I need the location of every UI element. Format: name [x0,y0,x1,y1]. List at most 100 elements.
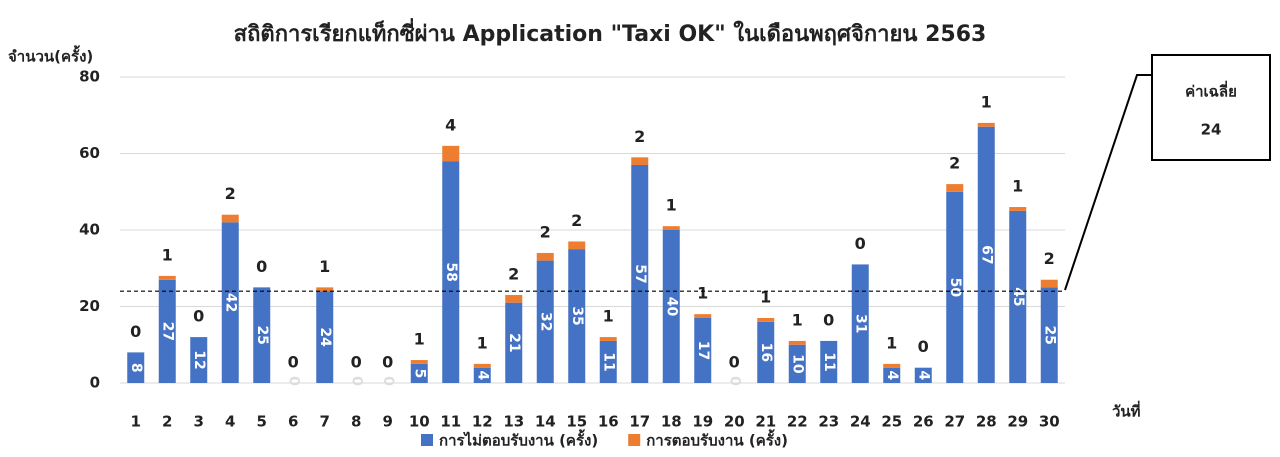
bar-segment [946,191,964,383]
x-tick-label: 4 [225,413,235,431]
bar-segment [631,157,649,165]
bar-value-label: 17 [695,341,711,360]
bar-value-label: 1 [886,333,897,352]
x-tick-label: 23 [818,413,839,431]
bar-value-label: 2 [540,222,551,241]
bar-value-label: 2 [949,154,960,173]
bar-segment [631,164,649,383]
bar-segment [788,344,806,383]
bar-segment [473,363,491,368]
x-tick-label: 10 [409,413,430,431]
bar-value-label: 0 [288,353,299,372]
chart-title: สถิติการเรียกแท็กซี่ผ่าน Application "Ta… [234,17,987,47]
bar-value-label: 2 [634,127,645,146]
bar-segment [977,122,995,127]
y-tick-label: 0 [90,374,100,392]
bar-segment [977,126,995,383]
bar-value-label: 0 [918,337,929,356]
legend-label: การไม่ตอบรับงาน (ครั้ง) [439,429,598,450]
bar-value-label: 0 [351,353,362,372]
x-tick-label: 13 [503,413,524,431]
bar-segment [694,317,712,383]
x-tick-label: 25 [881,413,902,431]
x-tick-label: 18 [661,413,682,431]
bar-segment [473,367,491,383]
bar-value-label: 11 [821,352,837,371]
bar-segment [221,222,239,383]
bar-value-label: 0 [285,376,301,386]
bar-value-label: 67 [978,245,994,264]
x-tick-label: 17 [629,413,650,431]
x-tick-label: 22 [787,413,808,431]
bar-value-label: 1 [792,310,803,329]
x-tick-label: 5 [257,413,267,431]
bar-value-label: 42 [222,293,238,312]
x-tick-label: 8 [351,413,361,431]
bar-value-label: 31 [852,314,868,333]
bar-segment [1009,210,1027,383]
x-tick-label: 2 [162,413,172,431]
bar-value-label: 1 [666,196,677,215]
x-tick-label: 7 [320,413,330,431]
bar-segment [536,252,554,261]
bar-value-label: 2 [508,265,519,284]
y-tick-label: 40 [79,221,100,239]
legend-swatch [421,434,433,446]
bar-segment [946,184,964,192]
bar-value-label: 1 [477,333,488,352]
bar-value-label: 1 [603,307,614,326]
bar-segment [316,287,334,292]
legend-swatch [628,434,641,446]
bar-value-label: 12 [191,350,207,369]
bar-value-label: 0 [823,310,834,329]
y-tick-label: 80 [79,68,100,86]
bar-value-label: 57 [632,264,648,283]
x-tick-label: 12 [472,413,493,431]
y-tick-label: 60 [79,144,100,162]
x-tick-label: 3 [194,413,204,431]
bar-value-label: 1 [981,92,992,111]
bar-value-label: 1 [697,284,708,303]
x-tick-label: 9 [383,413,393,431]
bar-segment [158,279,176,383]
bar-segment [820,340,838,383]
x-tick-label: 1 [131,413,141,431]
bar-segment [662,230,680,383]
bar-value-label: 24 [317,327,333,347]
bar-segment [505,302,523,383]
bar-segment [1040,279,1058,288]
bar-segment [190,337,208,383]
bar-segment [757,317,775,322]
bar-value-label: 4 [474,370,490,380]
x-tick-label: 6 [288,413,298,431]
bar-value-label: 16 [758,343,774,362]
bar-value-label: 0 [729,353,740,372]
bar-value-label: 4 [915,370,931,380]
bar-value-label: 25 [1041,325,1057,344]
bar-value-label: 5 [411,369,427,379]
bar-value-label: 0 [855,234,866,253]
bar-segment [442,145,460,162]
bar-value-label: 25 [254,325,270,344]
bar-value-label: 0 [726,376,742,386]
bar-value-label: 4 [445,115,456,134]
bar-value-label: 8 [128,363,144,373]
bar-value-label: 11 [600,352,616,371]
average-value: 24 [1201,121,1222,139]
bar-value-label: 32 [537,312,553,331]
bar-value-label: 0 [130,322,141,341]
x-tick-label: 27 [944,413,965,431]
bar-segment [568,249,586,383]
bar-segment [1009,207,1027,211]
bar-segment [599,337,617,341]
bar-segment [221,214,239,223]
bar-value-label: 1 [1012,177,1023,196]
bar-segment [883,363,901,368]
y-tick-label: 20 [79,297,100,315]
bar-segment [757,321,775,383]
x-tick-label: 21 [755,413,776,431]
bar-segment [442,161,460,383]
bar-segment [253,287,271,383]
x-tick-label: 20 [724,413,745,431]
